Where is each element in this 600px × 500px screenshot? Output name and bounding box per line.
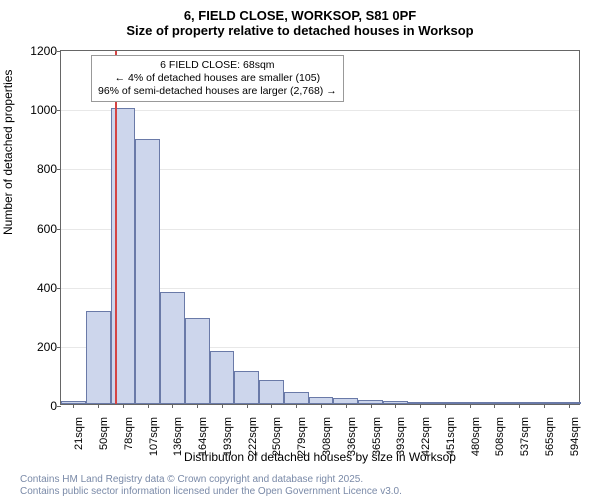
y-axis-label: Number of detached properties [1, 70, 15, 235]
footer-line-2: Contains public sector information licen… [20, 486, 402, 498]
plot-area: 02004006008001000120021sqm50sqm78sqm107s… [60, 50, 580, 405]
y-tick-mark [57, 406, 61, 407]
y-tick-mark [57, 169, 61, 170]
annotation-line-2: ← 4% of detached houses are smaller (105… [98, 72, 337, 85]
histogram-bar [309, 397, 334, 404]
histogram-bar [185, 318, 210, 404]
histogram-bar [135, 139, 160, 404]
chart-title: 6, FIELD CLOSE, WORKSOP, S81 0PF [0, 0, 600, 23]
annotation-line-1: 6 FIELD CLOSE: 68sqm [98, 59, 337, 72]
histogram-bar [259, 380, 284, 404]
y-tick-label: 0 [21, 399, 57, 413]
x-tick-mark [371, 404, 372, 408]
x-tick-mark [148, 404, 149, 408]
x-tick-mark [98, 404, 99, 408]
histogram-bar [86, 311, 111, 404]
x-tick-mark [123, 404, 124, 408]
footer-attribution: Contains HM Land Registry data © Crown c… [20, 474, 402, 498]
x-tick-mark [544, 404, 545, 408]
x-tick-mark [470, 404, 471, 408]
y-tick-label: 1200 [21, 44, 57, 58]
x-tick-mark [73, 404, 74, 408]
histogram-bar [160, 292, 185, 404]
x-tick-mark [247, 404, 248, 408]
histogram-bar [234, 371, 259, 404]
x-tick-mark [271, 404, 272, 408]
footer-line-1: Contains HM Land Registry data © Crown c… [20, 474, 402, 486]
x-tick-mark [172, 404, 173, 408]
y-tick-mark [57, 110, 61, 111]
x-tick-mark [222, 404, 223, 408]
y-gridline [61, 110, 579, 111]
x-tick-mark [420, 404, 421, 408]
histogram-bar [111, 108, 136, 404]
marker-line [115, 51, 117, 404]
annotation-box: 6 FIELD CLOSE: 68sqm← 4% of detached hou… [91, 55, 344, 102]
x-tick-mark [519, 404, 520, 408]
histogram-chart: 6, FIELD CLOSE, WORKSOP, S81 0PF Size of… [0, 0, 600, 500]
y-tick-mark [57, 229, 61, 230]
x-axis-label: Distribution of detached houses by size … [60, 450, 580, 464]
x-tick-mark [321, 404, 322, 408]
y-tick-label: 800 [21, 162, 57, 176]
histogram-bar [284, 392, 309, 404]
y-tick-mark [57, 51, 61, 52]
x-tick-mark [296, 404, 297, 408]
x-tick-mark [569, 404, 570, 408]
y-tick-label: 600 [21, 222, 57, 236]
y-tick-mark [57, 347, 61, 348]
annotation-line-3: 96% of semi-detached houses are larger (… [98, 85, 337, 98]
y-tick-label: 400 [21, 281, 57, 295]
x-tick-mark [395, 404, 396, 408]
chart-subtitle: Size of property relative to detached ho… [0, 23, 600, 42]
x-tick-mark [445, 404, 446, 408]
y-tick-mark [57, 288, 61, 289]
x-tick-mark [346, 404, 347, 408]
x-tick-mark [197, 404, 198, 408]
y-tick-label: 1000 [21, 103, 57, 117]
x-tick-mark [494, 404, 495, 408]
histogram-bar [210, 351, 235, 404]
y-tick-label: 200 [21, 340, 57, 354]
